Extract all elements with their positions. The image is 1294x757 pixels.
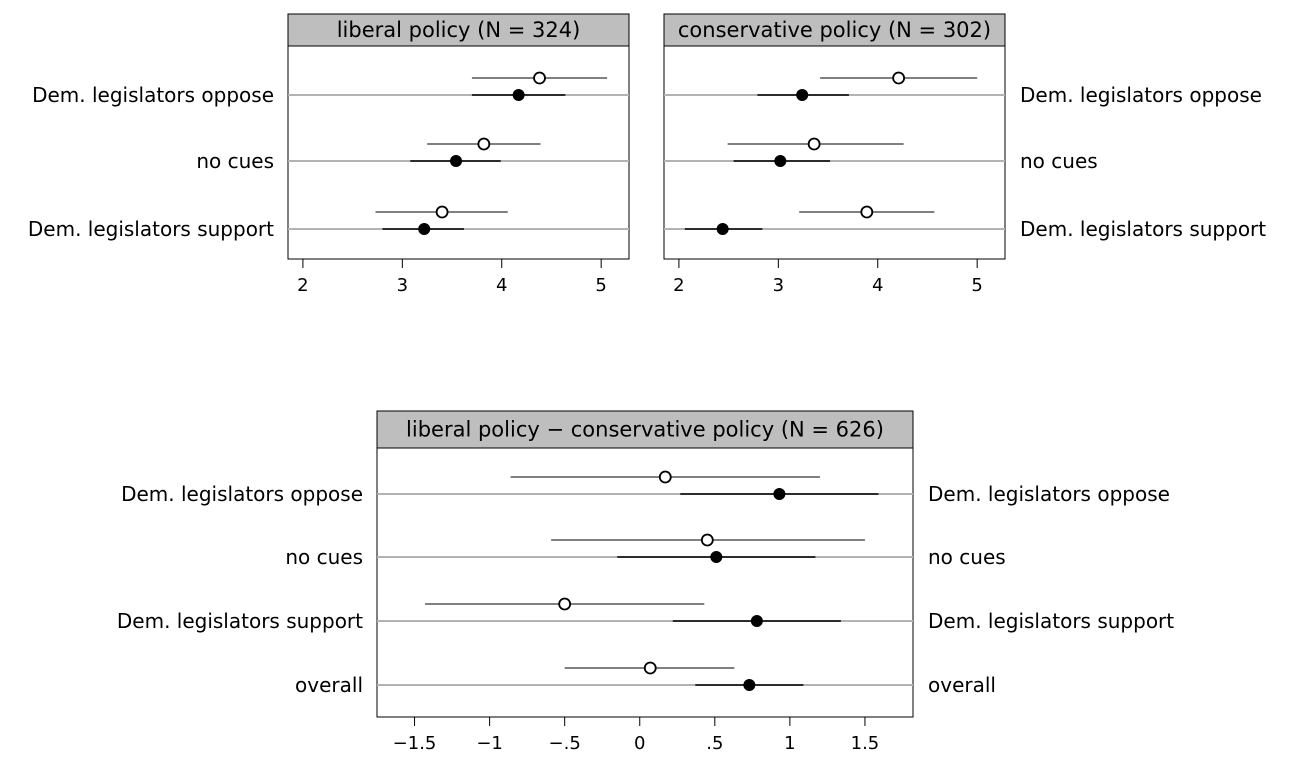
panel-2-category-label-right-2: Dem. legislators support <box>928 609 1174 633</box>
panel-1-title: conservative policy (N = 302) <box>678 18 991 42</box>
panel-0-series-0-point-1 <box>477 137 491 151</box>
panel-2-series-0-point-2 <box>558 597 572 611</box>
panel-0-series-0-point-0 <box>533 71 546 85</box>
panel-0-title: liberal policy (N = 324) <box>337 18 581 42</box>
panel-2-category-label-left-3: overall <box>295 673 363 697</box>
panel-1-series-1-point-0 <box>796 89 809 101</box>
panel-2-category-label-right-1: no cues <box>928 545 1006 569</box>
panel-2-series-1-point-1 <box>710 551 723 563</box>
panel-2-xtick-label-0: −1.5 <box>393 733 437 754</box>
panel-2-frame <box>376 447 914 718</box>
panel-2-series-1-point-2 <box>750 615 763 627</box>
panel-2-category-label-right-0: Dem. legislators oppose <box>928 482 1170 506</box>
panel-2-series-1-point-3 <box>743 679 756 691</box>
panel-0-series-1-point-2 <box>418 223 431 235</box>
panel-0-xtick-label-1: 3 <box>397 275 408 296</box>
panel-2-series-0-point-1 <box>700 533 714 547</box>
panel-2-series-1-point-0 <box>773 488 786 500</box>
panel-0-xtick-label-0: 2 <box>297 275 308 296</box>
panel-1-series-0-point-1 <box>807 137 821 151</box>
panel-0-xtick-label-3: 5 <box>595 275 606 296</box>
panel-1-series-1-point-1 <box>774 155 787 167</box>
panel-1-xtick-label-1: 3 <box>773 275 784 296</box>
panel-2-series-0-point-0 <box>658 470 672 484</box>
panel-0-frame <box>287 45 630 260</box>
panel-0-series-0-point-2 <box>435 205 449 219</box>
panel-1-series-1-point-2 <box>716 223 729 235</box>
panel-2-category-label-left-2: Dem. legislators support <box>117 609 363 633</box>
panel-1-xtick-label-3: 5 <box>971 275 982 296</box>
panel-0-xtick-label-2: 4 <box>496 275 507 296</box>
panel-1-category-label-right-0: Dem. legislators oppose <box>1020 83 1262 107</box>
panel-1-series-0-point-2 <box>860 205 874 219</box>
panel-2-xtick-label-4: .5 <box>706 733 723 754</box>
panel-1-xtick-label-2: 4 <box>872 275 883 296</box>
panel-2-xtick-label-1: −1 <box>476 733 503 754</box>
panel-1-series-0-point-0 <box>892 71 906 85</box>
panel-1-category-label-right-1: no cues <box>1020 149 1098 173</box>
panel-0-strip <box>287 13 630 47</box>
panel-2-category-label-left-0: Dem. legislators oppose <box>121 482 363 506</box>
panel-1-frame <box>663 45 1006 260</box>
panel-1-category-label-right-2: Dem. legislators support <box>1020 217 1266 241</box>
panel-0-category-label-left-1: no cues <box>196 149 274 173</box>
panel-0-series-1-point-1 <box>450 155 463 167</box>
panel-2-xtick-label-5: 1 <box>784 733 795 754</box>
panel-2-category-label-left-1: no cues <box>285 545 363 569</box>
panel-1-xtick-label-0: 2 <box>673 275 684 296</box>
panel-0-category-label-left-0: Dem. legislators oppose <box>32 83 274 107</box>
panel-2-title: liberal policy − conservative policy (N … <box>406 418 884 442</box>
panel-0-category-label-left-2: Dem. legislators support <box>28 217 274 241</box>
panel-2-xtick-label-2: −.5 <box>549 733 581 754</box>
panel-2-strip <box>376 410 914 449</box>
panel-2-series-0-point-3 <box>643 661 657 675</box>
panel-2-category-label-right-3: overall <box>928 673 996 697</box>
panel-0-series-1-point-0 <box>512 89 525 101</box>
panel-2-xtick-label-6: 1.5 <box>851 733 880 754</box>
panel-2-xtick-label-3: 0 <box>634 733 645 754</box>
